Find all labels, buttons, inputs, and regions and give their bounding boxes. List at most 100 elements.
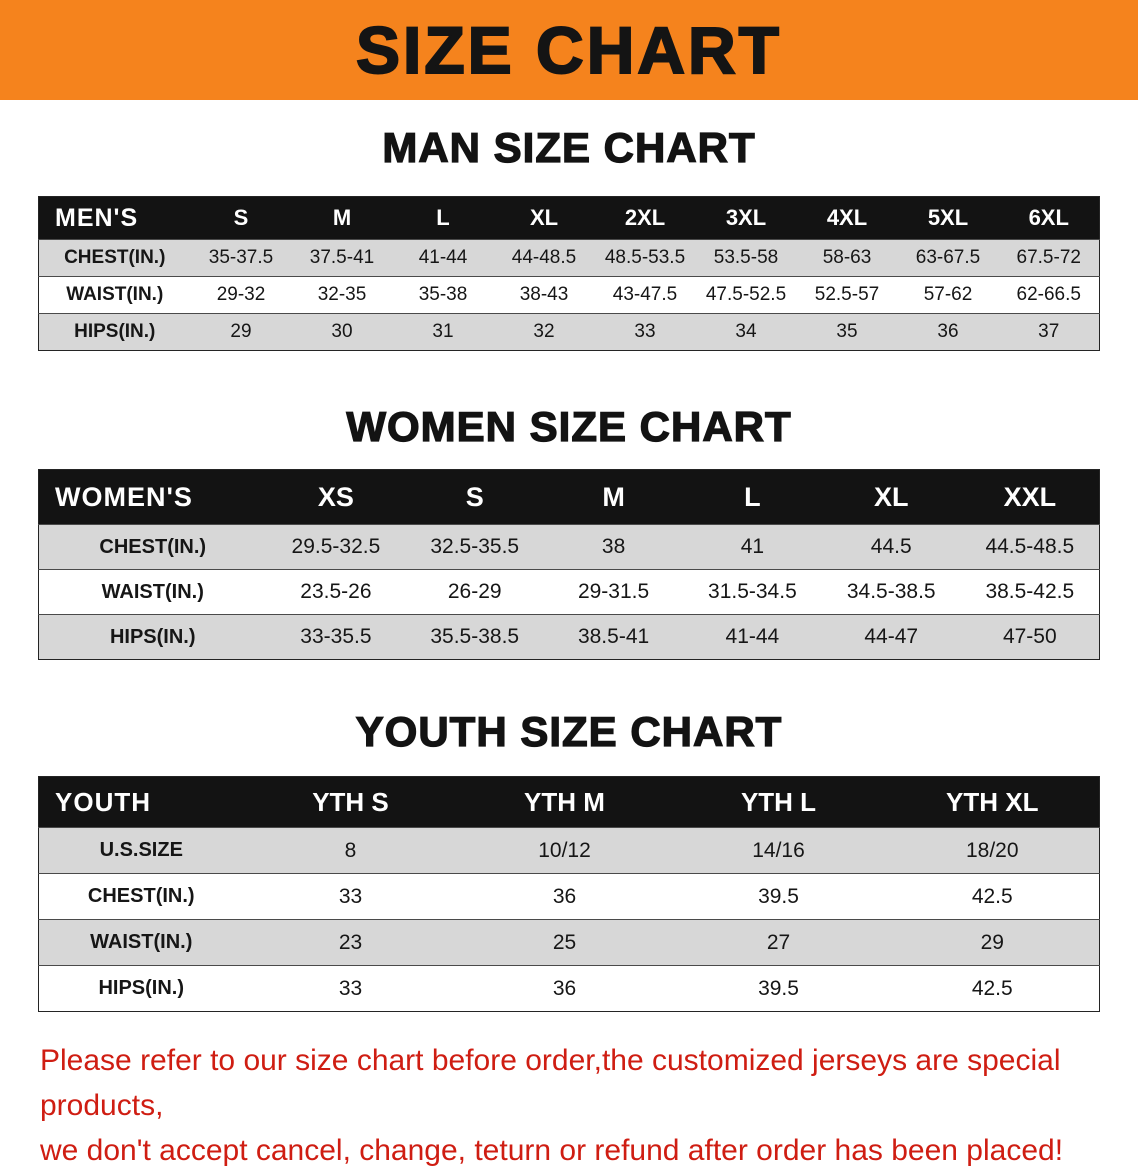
- size-value: 37: [998, 313, 1100, 351]
- women-size-column-header: M: [544, 469, 683, 525]
- size-value: 41: [682, 524, 822, 570]
- size-value: 44.5-48.5: [960, 524, 1100, 570]
- men-measurement-row: WAIST(IN.) 29-32 32-35 35-38 38-43 43-47.5 47.…: [38, 276, 1100, 314]
- men-size-column-header: 2XL: [594, 196, 696, 240]
- size-value: 29-32: [190, 276, 292, 314]
- size-value: 42.5: [885, 965, 1100, 1012]
- row-label: WAIST(IN.): [38, 276, 191, 314]
- size-value: 39.5: [671, 965, 886, 1012]
- size-value: 33-35.5: [266, 614, 406, 660]
- men-size-column-header: M: [291, 196, 393, 240]
- youth-size-column-header: YTH L: [671, 776, 886, 828]
- size-value: 38.5-42.5: [960, 569, 1100, 615]
- youth-size-column-header: YTH M: [457, 776, 672, 828]
- women-size-chart-heading: WOMEN SIZE CHART: [346, 402, 792, 450]
- size-value: 35-38: [392, 276, 494, 314]
- size-value: 33: [243, 965, 458, 1012]
- size-value: 67.5-72: [998, 239, 1100, 277]
- women-size-table: WOMEN'S XS S M L XL XXL CHEST(IN.) 29.5-32.5 32.5…: [38, 469, 1100, 660]
- size-value: 33: [594, 313, 696, 351]
- youth-measurement-row: HIPS(IN.) 33 36 39.5 42.5: [38, 965, 1100, 1012]
- row-label: CHEST(IN.): [38, 239, 191, 277]
- size-value: 10/12: [457, 827, 672, 874]
- men-size-column-header: 5XL: [897, 196, 999, 240]
- size-value: 37.5-41: [291, 239, 393, 277]
- size-value: 38: [544, 524, 683, 570]
- size-value: 48.5-53.5: [594, 239, 696, 277]
- women-measurement-row: CHEST(IN.) 29.5-32.5 32.5-35.5 38 41 44.5 44.5…: [38, 524, 1100, 570]
- youth-size-table: YOUTH YTH S YTH M YTH L YTH XL U.S.SIZE 8 10/12…: [38, 776, 1100, 1012]
- size-value: 39.5: [671, 873, 886, 920]
- size-value: 43-47.5: [594, 276, 696, 314]
- women-size-column-header: S: [405, 469, 545, 525]
- size-value: 34: [695, 313, 797, 351]
- row-label: HIPS(IN.): [38, 313, 191, 351]
- size-value: 31.5-34.5: [682, 569, 822, 615]
- youth-size-chart-heading: YOUTH SIZE CHART: [355, 707, 783, 755]
- size-value: 47.5-52.5: [695, 276, 797, 314]
- youth-table-title-cell: YOUTH: [38, 776, 244, 828]
- banner: SIZE CHART: [0, 0, 1138, 100]
- row-label: WAIST(IN.): [38, 569, 267, 615]
- women-size-column-header: XXL: [960, 469, 1100, 525]
- size-value: 23: [243, 919, 458, 966]
- size-chart-sections: MAN SIZE CHART MEN'S S M L XL 2XL 3XL 4XL 5XL 6XL C…: [0, 123, 1138, 1012]
- size-value: 35: [796, 313, 898, 351]
- size-value: 41-44: [682, 614, 822, 660]
- women-size-column-header: XL: [821, 469, 961, 525]
- size-value: 36: [897, 313, 999, 351]
- size-value: 57-62: [897, 276, 999, 314]
- size-value: 29: [190, 313, 292, 351]
- row-label: WAIST(IN.): [38, 919, 244, 966]
- women-measurement-row: HIPS(IN.) 33-35.5 35.5-38.5 38.5-41 41-44 44-…: [38, 614, 1100, 660]
- size-value: 44-47: [821, 614, 961, 660]
- footnote: Please refer to our size chart before or…: [40, 1038, 1098, 1173]
- size-value: 34.5-38.5: [821, 569, 961, 615]
- men-size-column-header: 3XL: [695, 196, 797, 240]
- size-value: 53.5-58: [695, 239, 797, 277]
- men-table-header-row: MEN'S S M L XL 2XL 3XL 4XL 5XL 6XL: [38, 196, 1100, 240]
- size-value: 27: [671, 919, 886, 966]
- youth-size-column-header: YTH S: [243, 776, 458, 828]
- row-label: HIPS(IN.): [38, 614, 267, 660]
- size-value: 29.5-32.5: [266, 524, 406, 570]
- row-label: CHEST(IN.): [38, 524, 267, 570]
- women-size-column-header: XS: [266, 469, 406, 525]
- size-value: 35.5-38.5: [405, 614, 545, 660]
- men-table-title-cell: MEN'S: [38, 196, 191, 240]
- men-size-chart-heading: MAN SIZE CHART: [382, 123, 756, 171]
- youth-measurement-row: U.S.SIZE 8 10/12 14/16 18/20: [38, 827, 1100, 874]
- size-value: 36: [457, 873, 672, 920]
- youth-measurement-row: WAIST(IN.) 23 25 27 29: [38, 919, 1100, 966]
- men-size-table: MEN'S S M L XL 2XL 3XL 4XL 5XL 6XL CHEST(IN.) 35-37…: [38, 196, 1100, 351]
- size-value: 14/16: [671, 827, 886, 874]
- size-value: 23.5-26: [266, 569, 406, 615]
- youth-measurement-row: CHEST(IN.) 33 36 39.5 42.5: [38, 873, 1100, 920]
- women-measurement-row: WAIST(IN.) 23.5-26 26-29 29-31.5 31.5-34.5 34…: [38, 569, 1100, 615]
- size-value: 8: [243, 827, 458, 874]
- men-size-chart-section: MAN SIZE CHART MEN'S S M L XL 2XL 3XL 4XL 5XL 6XL C…: [0, 123, 1138, 351]
- women-table-header-row: WOMEN'S XS S M L XL XXL: [38, 469, 1100, 525]
- men-measurement-row: CHEST(IN.) 35-37.5 37.5-41 41-44 44-48.5 48.5…: [38, 239, 1100, 277]
- size-value: 44-48.5: [493, 239, 595, 277]
- women-size-column-header: L: [682, 469, 822, 525]
- footnote-line-2: we don't accept cancel, change, teturn o…: [40, 1134, 1064, 1167]
- men-size-column-header: 6XL: [998, 196, 1100, 240]
- size-value: 52.5-57: [796, 276, 898, 314]
- size-value: 32-35: [291, 276, 393, 314]
- size-value: 38-43: [493, 276, 595, 314]
- size-value: 18/20: [885, 827, 1100, 874]
- size-value: 63-67.5: [897, 239, 999, 277]
- size-value: 29: [885, 919, 1100, 966]
- size-value: 32.5-35.5: [405, 524, 545, 570]
- size-value: 47-50: [960, 614, 1100, 660]
- men-size-column-header: L: [392, 196, 494, 240]
- size-value: 62-66.5: [998, 276, 1100, 314]
- row-label: CHEST(IN.): [38, 873, 244, 920]
- size-value: 25: [457, 919, 672, 966]
- men-size-column-header: XL: [493, 196, 595, 240]
- size-value: 26-29: [405, 569, 545, 615]
- men-measurement-row: HIPS(IN.) 29 30 31 32 33 34 35 36 37: [38, 313, 1100, 351]
- size-value: 32: [493, 313, 595, 351]
